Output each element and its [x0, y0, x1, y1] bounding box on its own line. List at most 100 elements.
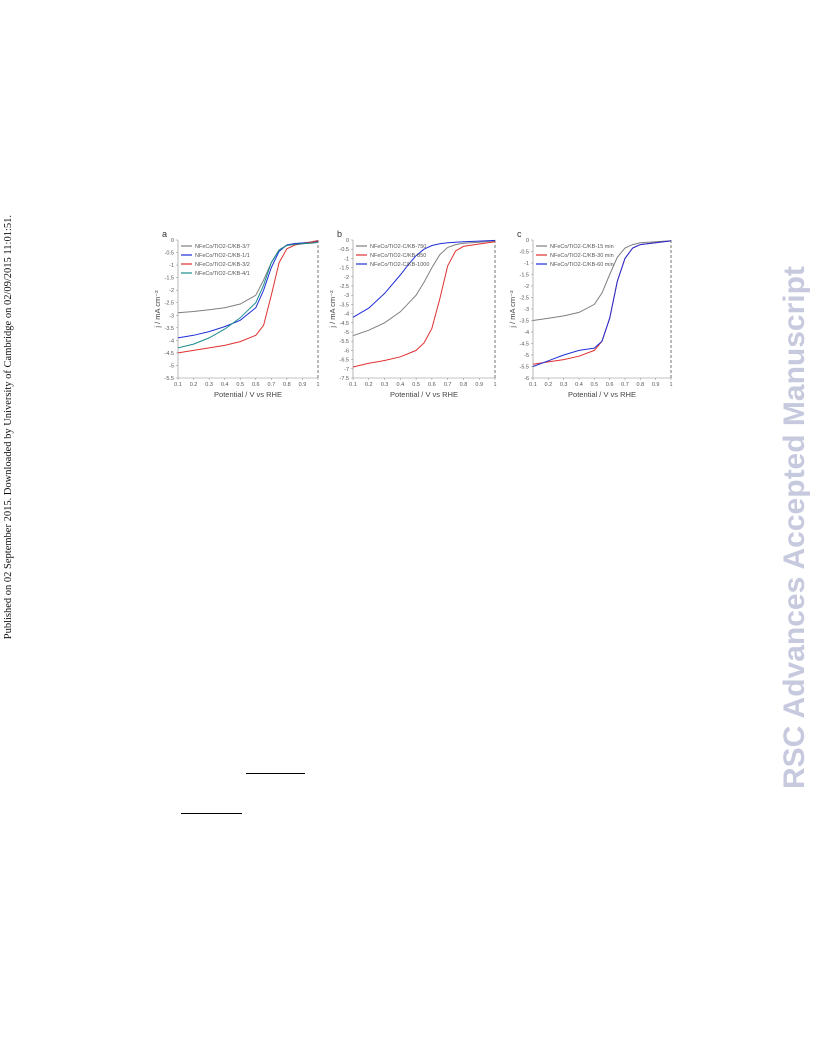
series-line	[177, 240, 319, 339]
y-tick-label: -4.5	[165, 351, 174, 357]
x-tick-label: 0.8	[637, 382, 645, 388]
y-tick-label: -1	[344, 256, 349, 262]
y-tick-label: -1.5	[520, 273, 529, 279]
panel-label: b	[337, 229, 342, 239]
x-tick-label: 0.1	[349, 382, 357, 388]
panel-label: a	[162, 229, 167, 239]
x-tick-label: 0.9	[299, 382, 307, 388]
journal-watermark: RSC Advances Accepted Manuscript	[778, 266, 811, 789]
y-tick-label: -0.5	[520, 250, 529, 256]
x-tick-label: 1	[669, 382, 672, 388]
y-tick-label: -5.5	[340, 339, 349, 345]
x-tick-label: 0.4	[575, 382, 583, 388]
y-tick-label: -4.5	[340, 321, 349, 327]
x-tick-label: 0.2	[365, 382, 373, 388]
y-tick-label: -6	[344, 348, 349, 354]
series-line	[352, 240, 496, 337]
series-line	[352, 239, 496, 318]
y-tick-label: -4	[169, 338, 174, 344]
legend-entry: NFeCo/TiO2-C/KB-3/2	[195, 262, 250, 268]
footnote-rule-2	[181, 813, 242, 814]
y-tick-label: -5.5	[520, 365, 529, 371]
series-line	[352, 241, 496, 368]
x-tick-label: 1	[316, 382, 319, 388]
y-tick-label: -2	[169, 288, 174, 294]
y-tick-label: -1	[524, 261, 529, 267]
x-tick-label: 0.5	[236, 382, 244, 388]
x-tick-label: 0.7	[621, 382, 629, 388]
legend-entry: NFeCo/TiO2-C/KB-4/1	[195, 271, 250, 277]
x-tick-label: 0.9	[475, 382, 483, 388]
y-tick-label: -4	[344, 312, 349, 318]
y-tick-label: -6.5	[340, 358, 349, 364]
y-tick-label: -3.5	[165, 326, 174, 332]
y-tick-label: -1.5	[340, 266, 349, 272]
y-tick-label: -2	[524, 284, 529, 290]
x-axis-label: Potential / V vs RHE	[214, 390, 282, 399]
y-tick-label: -5	[524, 353, 529, 359]
y-tick-label: -2	[344, 275, 349, 281]
x-axis-label: Potential / V vs RHE	[568, 390, 636, 399]
y-tick-label: -4.5	[520, 342, 529, 348]
y-tick-label: 0	[526, 238, 529, 244]
legend-entry: NFeCo/TiO2-C/KB-750	[370, 244, 426, 250]
x-tick-label: 0.5	[591, 382, 599, 388]
x-tick-label: 0.4	[221, 382, 229, 388]
x-tick-label: 0.3	[560, 382, 568, 388]
panel-label: c	[517, 229, 522, 239]
y-tick-label: -5.5	[165, 376, 174, 382]
series-line	[532, 240, 672, 321]
x-tick-label: 0.6	[606, 382, 614, 388]
legend-entry: NFeCo/TiO2-C/KB-60 min	[550, 262, 614, 268]
y-tick-label: -0.5	[340, 247, 349, 253]
y-tick-label: -2.5	[165, 301, 174, 307]
series-line	[532, 240, 672, 367]
y-tick-label: -7	[344, 367, 349, 373]
y-axis-label: j / mA cm⁻²	[328, 290, 337, 329]
x-tick-label: 0.2	[190, 382, 198, 388]
y-tick-label: -3.5	[520, 319, 529, 325]
y-tick-label: -2.5	[340, 284, 349, 290]
x-tick-label: 0.1	[174, 382, 182, 388]
legend-entry: NFeCo/TiO2-C/KB-850	[370, 253, 426, 259]
y-tick-label: 0	[171, 238, 174, 244]
x-tick-label: 0.7	[268, 382, 276, 388]
series-line	[177, 242, 319, 349]
figure-3-panel: a 0 -0.5 -1 -1.5 -2 -2.5 -3 -3.5 -4 -4.5 -5 -5.5 0.1 0…	[150, 225, 690, 415]
publication-sidebar-note: Published on 02 September 2015. Download…	[3, 215, 14, 640]
footnote-rule-1	[246, 773, 305, 774]
x-tick-label: 0.3	[205, 382, 213, 388]
x-tick-label: 1	[493, 382, 496, 388]
x-tick-label: 0.7	[444, 382, 452, 388]
y-tick-label: 0	[346, 238, 349, 244]
y-tick-label: -6	[524, 376, 529, 382]
x-tick-label: 0.6	[428, 382, 436, 388]
x-tick-label: 0.3	[381, 382, 389, 388]
y-tick-label: -3	[169, 313, 174, 319]
x-tick-label: 0.9	[652, 382, 660, 388]
y-tick-label: -3.5	[340, 302, 349, 308]
x-tick-label: 0.2	[545, 382, 553, 388]
x-tick-label: 0.5	[412, 382, 420, 388]
y-tick-label: -3	[344, 293, 349, 299]
x-axis-label: Potential / V vs RHE	[390, 390, 458, 399]
y-tick-label: -4	[524, 330, 529, 336]
y-axis-label: j / mA cm⁻²	[508, 290, 517, 329]
x-tick-label: 0.6	[252, 382, 260, 388]
y-tick-label: -3	[524, 307, 529, 313]
legend-entry: NFeCo/TiO2-C/KB-1000	[370, 262, 429, 268]
legend-entry: NFeCo/TiO2-C/KB-15 min	[550, 244, 614, 250]
x-tick-label: 0.8	[283, 382, 291, 388]
y-tick-label: -0.5	[165, 251, 174, 257]
series-line	[532, 240, 672, 365]
y-tick-label: -1	[169, 263, 174, 269]
legend-entry: NFeCo/TiO2-C/KB-30 min	[550, 253, 614, 259]
y-tick-label: -5	[169, 363, 174, 369]
y-axis-label: j / mA cm⁻²	[153, 290, 162, 329]
x-tick-label: 0.8	[460, 382, 468, 388]
y-tick-label: -5	[344, 330, 349, 336]
x-tick-label: 0.1	[529, 382, 537, 388]
y-tick-label: -2.5	[520, 296, 529, 302]
y-tick-label: -7.5	[340, 376, 349, 382]
x-tick-label: 0.4	[397, 382, 405, 388]
